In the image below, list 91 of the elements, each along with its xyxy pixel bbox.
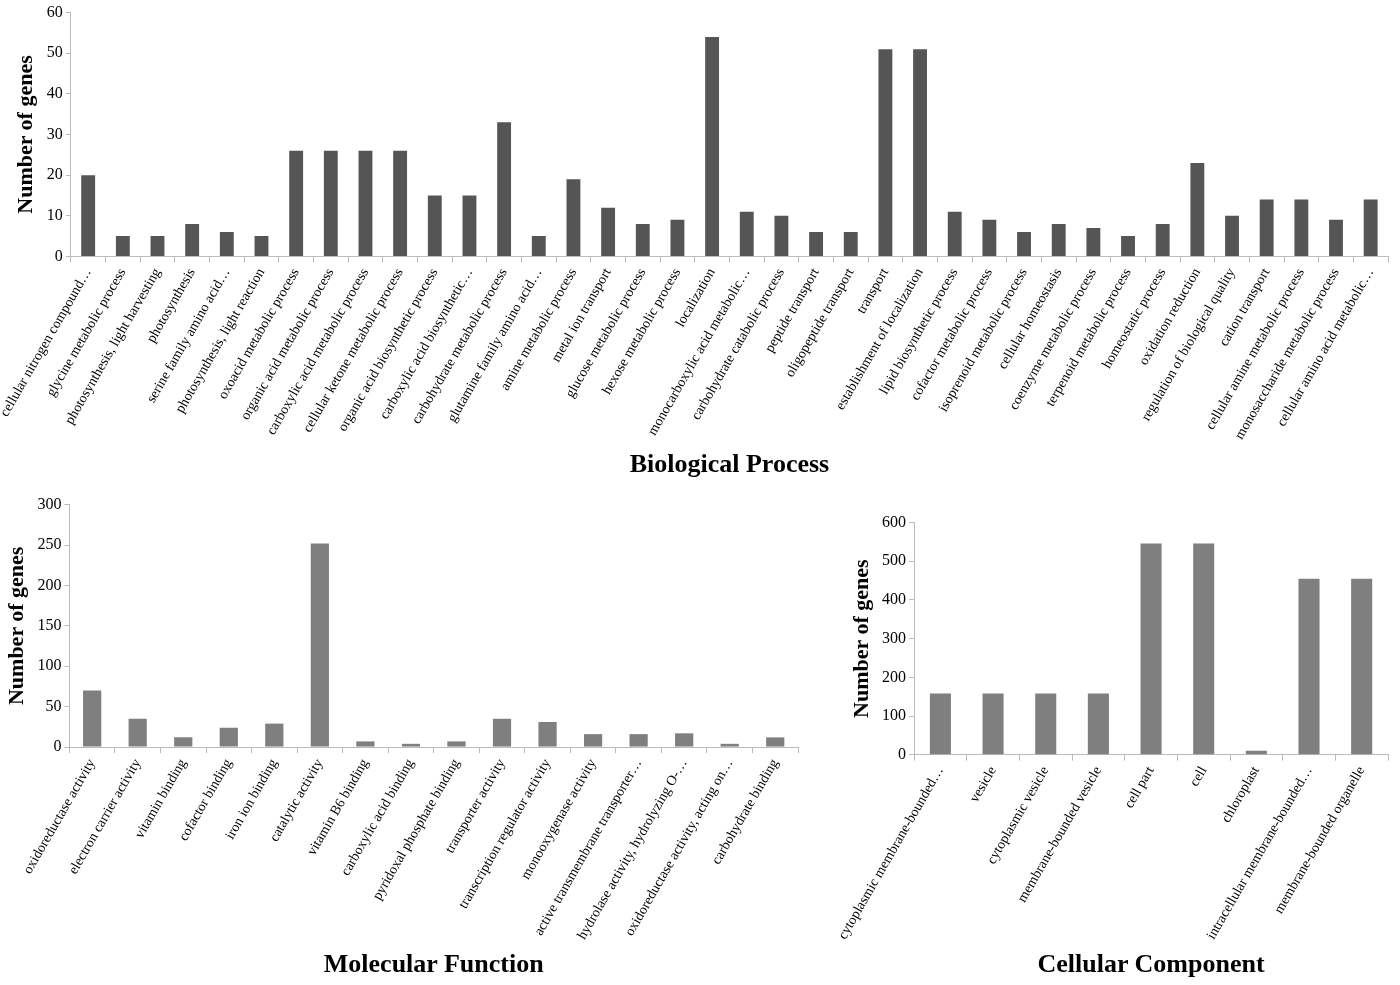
bar <box>583 734 603 747</box>
bar <box>401 743 421 747</box>
bar <box>1190 162 1205 256</box>
y-tick-label: 50 <box>46 43 63 61</box>
bar <box>289 150 304 256</box>
bar <box>462 195 477 256</box>
bar <box>601 207 616 256</box>
y-axis-title: Number of genes <box>12 54 38 214</box>
bar <box>843 232 858 256</box>
y-tick-label: 30 <box>46 124 63 142</box>
bar <box>185 223 200 256</box>
y-tick-label: 60 <box>46 2 63 20</box>
bar <box>947 211 962 256</box>
bar <box>1086 227 1101 256</box>
bar <box>356 741 375 747</box>
bar <box>878 49 893 256</box>
y-tick-label: 20 <box>46 165 63 183</box>
bar <box>1121 236 1135 256</box>
y-tick-label: 100 <box>882 706 907 724</box>
bar <box>720 743 739 747</box>
y-tick-label: 600 <box>882 512 907 530</box>
y-tick-label: 10 <box>46 205 63 223</box>
bar <box>174 737 193 747</box>
bar <box>629 734 648 747</box>
bar <box>538 722 557 747</box>
y-tick-label: 250 <box>37 535 62 553</box>
bar <box>254 236 269 256</box>
bar <box>492 718 512 747</box>
y-tick-label: 50 <box>45 696 62 714</box>
bar <box>705 36 720 256</box>
bar <box>310 543 329 747</box>
y-tick-label: 400 <box>882 590 907 608</box>
y-tick-label: 0 <box>53 737 62 755</box>
bar <box>1140 543 1162 755</box>
bar <box>83 690 102 747</box>
y-tick-label: 200 <box>37 575 62 593</box>
bar <box>358 150 373 256</box>
bar <box>982 219 997 256</box>
x-axis-title: Cellular Component <box>1037 949 1265 979</box>
bar <box>393 150 408 256</box>
y-tick-label: 300 <box>882 628 907 646</box>
y-tick-label: 0 <box>54 246 63 264</box>
bar <box>913 49 927 256</box>
bar <box>982 693 1004 755</box>
bar <box>1035 693 1057 755</box>
bar <box>1329 219 1343 256</box>
y-axis-title: Number of genes <box>847 558 873 718</box>
y-tick-label: 500 <box>882 551 907 569</box>
bar <box>447 741 466 747</box>
bar <box>1017 232 1031 256</box>
x-tick-label: cell <box>1186 763 1210 789</box>
bar <box>635 223 650 256</box>
bar <box>219 727 238 747</box>
bar <box>566 179 581 256</box>
y-tick-label: 0 <box>898 744 907 762</box>
bar <box>739 211 754 256</box>
bar <box>219 232 234 256</box>
y-tick-label: 150 <box>37 616 62 634</box>
bar <box>150 236 165 256</box>
bar <box>809 232 824 256</box>
bar <box>1051 223 1066 256</box>
bar <box>675 733 694 747</box>
y-tick-label: 100 <box>37 656 62 674</box>
bar <box>128 718 147 747</box>
x-axis-title: Molecular Function <box>323 949 545 979</box>
bar <box>1087 693 1109 755</box>
x-tick-label: cell part <box>1121 763 1157 811</box>
bar <box>115 236 130 256</box>
y-axis-title: Number of genes <box>2 546 28 706</box>
bar <box>497 122 512 256</box>
bar <box>427 195 442 256</box>
bar <box>1294 199 1309 256</box>
bar <box>1363 199 1378 256</box>
bar <box>323 150 338 256</box>
bar <box>670 219 685 256</box>
bar <box>1298 578 1320 755</box>
bar <box>81 175 96 256</box>
bar <box>1193 543 1215 755</box>
y-tick-label: 300 <box>37 494 62 512</box>
bar <box>1259 199 1274 256</box>
y-tick-label: 200 <box>882 667 907 685</box>
bar <box>265 723 284 747</box>
bar <box>774 215 789 256</box>
bar <box>1155 223 1170 256</box>
x-axis-title: Biological Process <box>629 449 830 479</box>
bar <box>766 737 785 747</box>
bar <box>1225 215 1239 256</box>
bar <box>531 236 546 256</box>
y-tick-label: 40 <box>46 84 63 102</box>
bar <box>929 693 951 755</box>
bar <box>1351 578 1373 755</box>
